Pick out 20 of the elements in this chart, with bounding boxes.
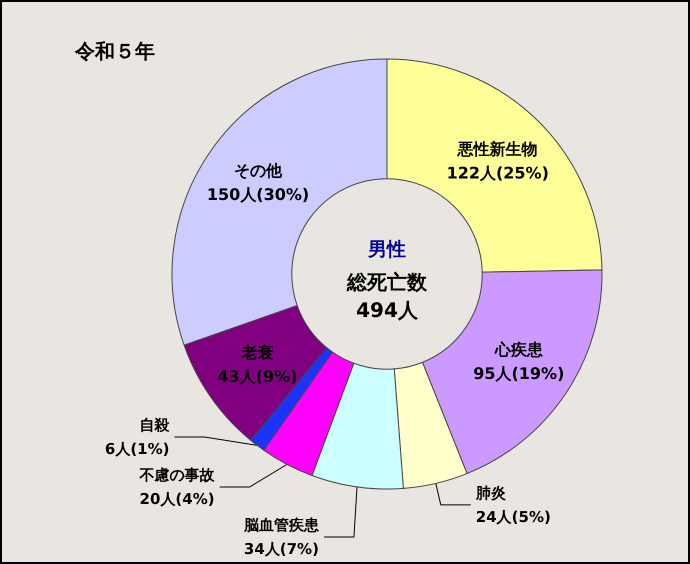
slice-label: 肺炎 bbox=[474, 484, 506, 502]
slice-label: 老衰 bbox=[240, 343, 274, 362]
slice-label: 悪性新生物 bbox=[456, 140, 538, 159]
data-label: 20人(4%) bbox=[140, 490, 215, 508]
chart-title: 令和５年 bbox=[74, 39, 155, 63]
slice-label: 脳血管疾患 bbox=[242, 516, 320, 534]
data-label: 122人(25%) bbox=[446, 164, 549, 183]
text: 男性 bbox=[367, 238, 406, 260]
text: 総死亡数 bbox=[346, 270, 428, 294]
data-label: 34人(7%) bbox=[244, 540, 319, 558]
slice-label: 自殺 bbox=[140, 416, 171, 434]
data-label: 24人(5%) bbox=[476, 508, 551, 526]
data-label: 43人(9%) bbox=[217, 367, 298, 386]
slice-label: その他 bbox=[234, 161, 284, 180]
data-label: 6人(1%) bbox=[104, 440, 170, 458]
data-label: 150人(30%) bbox=[206, 185, 310, 204]
data-label: 95人(19%) bbox=[473, 364, 564, 383]
slice-label: 不慮の事故 bbox=[138, 466, 216, 484]
text: 494人 bbox=[356, 298, 419, 322]
slice-label: 心疾患 bbox=[494, 340, 544, 359]
